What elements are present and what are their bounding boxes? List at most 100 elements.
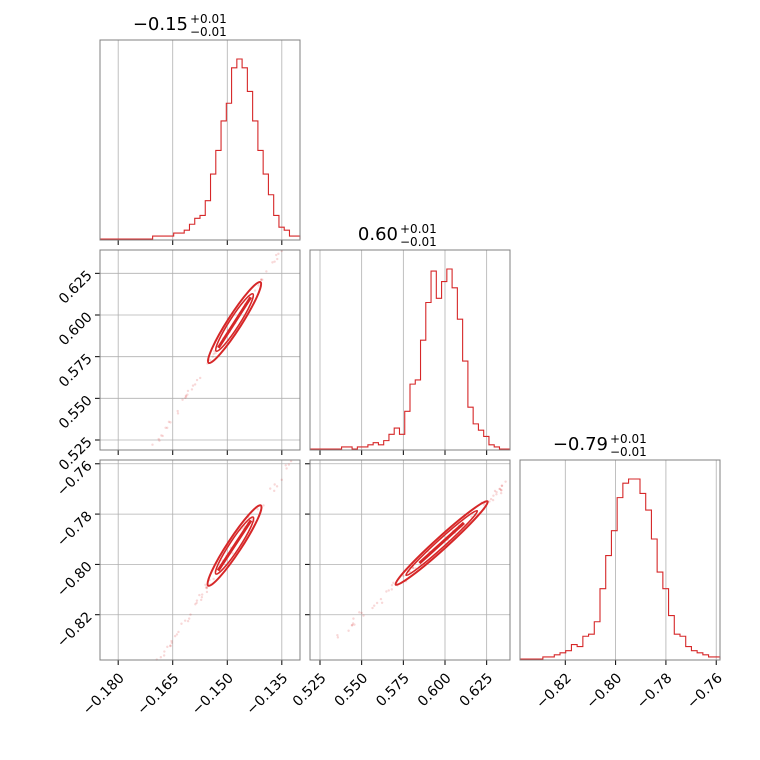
sample-point: [336, 636, 340, 639]
x-tick-label: −0.165: [134, 670, 182, 718]
panel-frame: [99, 249, 301, 451]
y-tick-label: 0.575: [56, 351, 96, 391]
sample-point: [273, 260, 276, 263]
x-tick-label: −0.78: [634, 670, 676, 712]
x-tick-label: −0.82: [533, 670, 575, 712]
sample-point: [495, 493, 498, 496]
x-axis-labels-1: 0.525 0.550 0.575 0.600 0.625: [290, 670, 496, 710]
sample-point: [183, 619, 187, 622]
sample-point: [390, 588, 393, 591]
density-contour: [394, 500, 489, 586]
density-contour: [214, 516, 255, 575]
panel-frame: [99, 39, 301, 241]
sample-point: [189, 613, 192, 616]
sample-point: [276, 257, 279, 261]
sample-point: [336, 633, 339, 637]
sample-point: [205, 586, 209, 589]
title-lower-error: −0.01: [190, 25, 227, 39]
sample-point: [372, 604, 376, 607]
sample-point: [380, 601, 384, 604]
density-contour: [405, 509, 479, 577]
sample-point: [175, 633, 179, 636]
sample-point: [208, 358, 212, 362]
sample-point: [151, 443, 154, 446]
sample-point: [280, 478, 283, 482]
sample-point: [170, 639, 173, 643]
density-core: [217, 296, 253, 349]
sample-point: [169, 644, 172, 647]
title-upper-error: +0.01: [190, 12, 227, 26]
x-axis-labels-2: −0.82 −0.80 −0.78 −0.76: [533, 670, 726, 712]
sample-point: [362, 614, 365, 617]
sample-point: [184, 395, 188, 398]
sample-point: [194, 603, 197, 606]
sample-point: [379, 597, 383, 601]
x-tick-label: 0.575: [373, 670, 413, 710]
sample-point: [198, 593, 201, 597]
x-tick-label: −0.76: [684, 670, 726, 712]
sample-point: [387, 589, 390, 592]
sample-point: [198, 376, 202, 380]
sample-point: [495, 490, 498, 494]
histogram-panel-2: −0.79 +0.01−0.01: [519, 432, 721, 665]
sample-point: [360, 611, 363, 615]
histogram-panel-0: −0.15 +0.01−0.01: [99, 12, 301, 245]
y-tick-label: −0.82: [54, 609, 96, 651]
sample-point: [482, 503, 486, 506]
sample-point: [351, 622, 355, 625]
density-contour: [214, 292, 255, 353]
sample-point: [186, 393, 189, 396]
sample-point: [159, 656, 163, 659]
sample-point: [289, 459, 293, 463]
sample-point: [352, 617, 355, 620]
sample-point: [500, 488, 503, 492]
title-value: 0.60: [358, 224, 398, 245]
x-tick-label: −0.135: [243, 670, 291, 718]
sample-point: [212, 352, 215, 356]
sample-point: [157, 437, 160, 441]
sample-point: [262, 504, 265, 507]
title-value: −0.15: [133, 14, 188, 35]
panel-frame: [519, 459, 721, 661]
sample-point: [275, 485, 279, 488]
sample-point: [491, 498, 495, 502]
sample-point: [371, 606, 374, 610]
sample-point: [385, 590, 388, 593]
sample-point: [285, 467, 288, 470]
sample-point: [176, 412, 180, 415]
sample-point: [169, 421, 172, 424]
sample-point: [160, 434, 163, 437]
title-lower-error: −0.01: [400, 235, 437, 249]
sample-point: [164, 426, 167, 429]
sample-point: [500, 484, 504, 488]
histogram-step-line: [520, 478, 721, 660]
histogram-panel-1: 0.60 +0.01−0.01: [309, 222, 511, 455]
sample-point: [195, 601, 198, 605]
sample-point: [204, 586, 208, 589]
x-tick-label: −0.180: [80, 670, 128, 718]
sample-point: [260, 278, 263, 282]
x-tick-label: 0.625: [457, 670, 497, 710]
sample-point: [273, 489, 276, 493]
x-tick-label: −0.80: [584, 670, 626, 712]
sample-point: [205, 586, 208, 590]
sample-point: [176, 409, 179, 413]
x-tick-label: −0.150: [189, 670, 237, 718]
histogram-title: 0.60 +0.01−0.01: [358, 222, 437, 249]
sample-point: [470, 515, 473, 518]
histogram-step-line: [100, 58, 301, 240]
sample-point: [392, 581, 395, 585]
sample-point: [261, 278, 264, 281]
sample-point: [353, 623, 356, 626]
sample-point: [173, 634, 177, 638]
sample-point: [186, 389, 190, 393]
sample-point: [190, 388, 194, 391]
sample-point: [195, 378, 199, 382]
sample-point: [161, 434, 164, 438]
title-lower-error: −0.01: [610, 445, 647, 459]
sample-point: [500, 484, 504, 487]
sample-point: [212, 577, 215, 581]
x-tick-label: 0.550: [332, 670, 372, 710]
